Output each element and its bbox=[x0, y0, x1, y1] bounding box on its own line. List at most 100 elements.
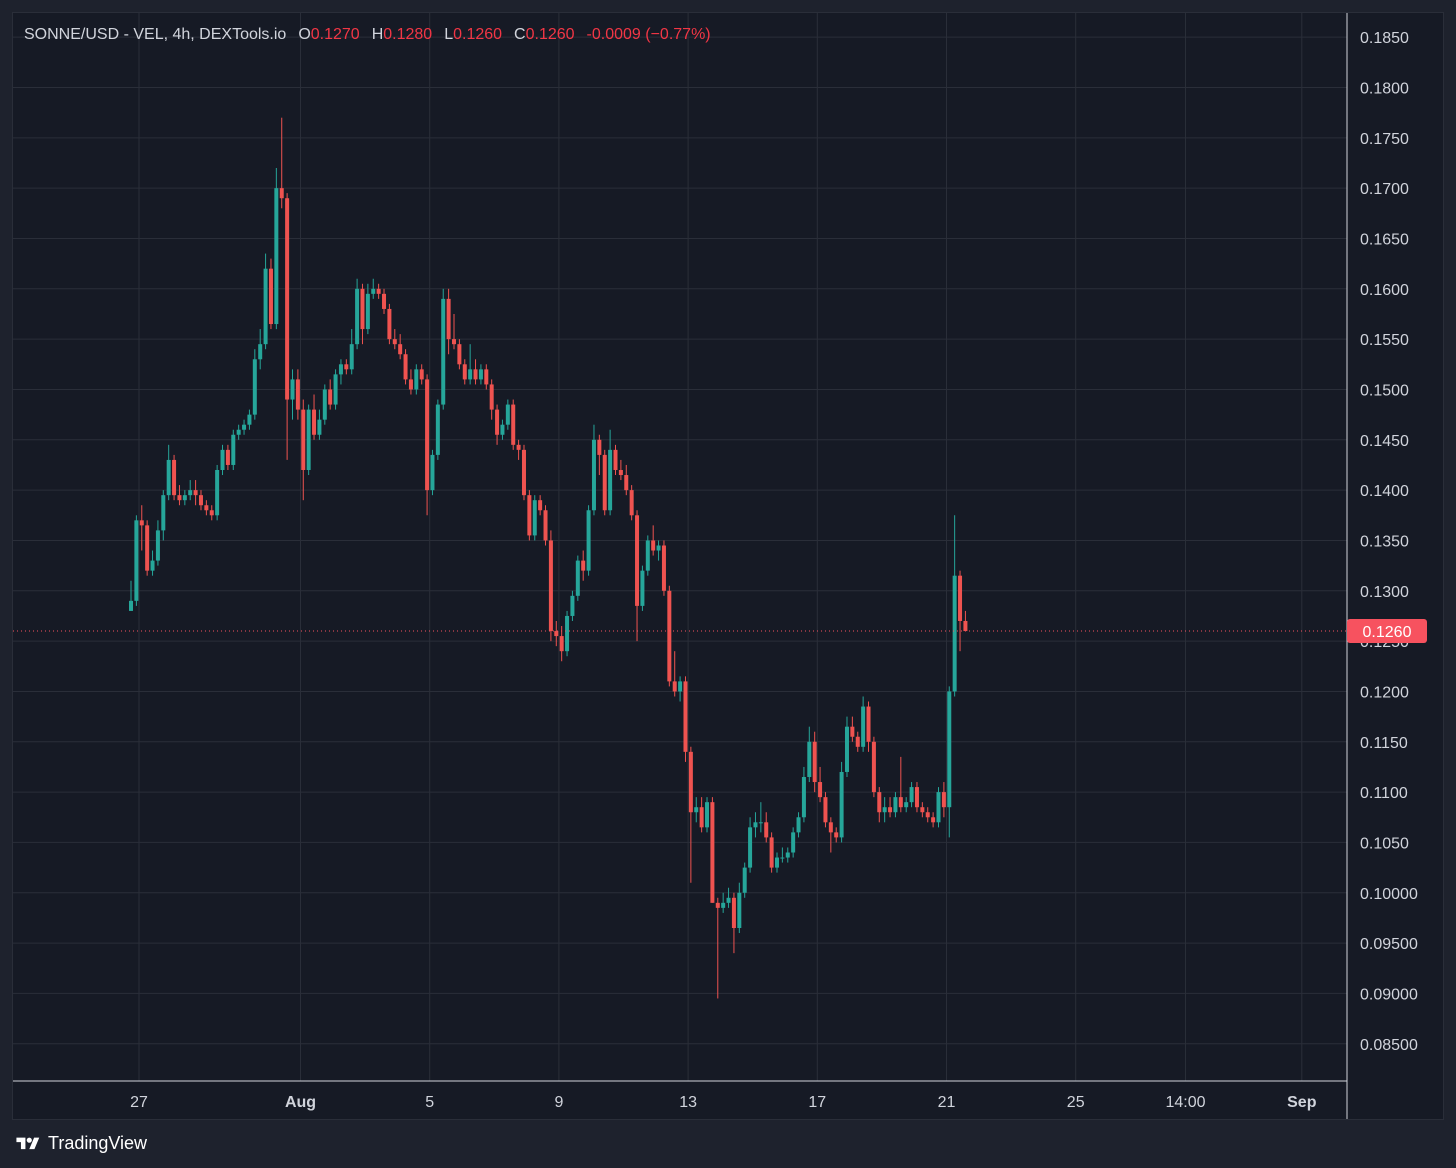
candle-body bbox=[775, 857, 779, 868]
candle-body bbox=[618, 469, 623, 476]
candle-body bbox=[597, 439, 602, 455]
candle-body bbox=[667, 590, 672, 682]
candle-body bbox=[543, 510, 548, 541]
candle-body bbox=[608, 449, 613, 511]
candle-body bbox=[731, 897, 736, 928]
candle-body bbox=[866, 706, 871, 742]
legend-high-label: H bbox=[371, 26, 384, 43]
candle-body bbox=[624, 475, 629, 491]
candle-body bbox=[871, 741, 876, 793]
tradingview-brand[interactable]: TradingView bbox=[14, 1133, 147, 1154]
legend-low-label: L bbox=[444, 26, 454, 43]
candle-body bbox=[365, 293, 370, 330]
legend-low: L0.1260 bbox=[444, 26, 502, 44]
candle-body bbox=[742, 867, 747, 893]
candle-body bbox=[699, 807, 704, 828]
legend-high-value: 0.1280 bbox=[383, 26, 433, 43]
candle-body bbox=[753, 822, 758, 828]
candle-body bbox=[812, 741, 817, 783]
candle-body bbox=[511, 404, 516, 445]
brand-name: TradingView bbox=[48, 1133, 148, 1153]
candle-body bbox=[527, 495, 532, 536]
candle-body bbox=[855, 736, 860, 747]
candle-body bbox=[209, 510, 214, 516]
candle-body bbox=[274, 188, 279, 325]
legend-open: O0.1270 bbox=[298, 26, 359, 44]
candle-body bbox=[193, 490, 198, 496]
candle-body bbox=[360, 288, 365, 330]
candle-body bbox=[204, 505, 209, 511]
candle-body bbox=[478, 369, 483, 380]
candle-body bbox=[823, 797, 828, 823]
candle-body bbox=[834, 832, 839, 838]
x-tick-label: 13 bbox=[679, 1094, 697, 1111]
candle-body bbox=[468, 369, 473, 380]
candle-body bbox=[145, 525, 150, 571]
legend-close: C0.1260 bbox=[514, 26, 575, 44]
legend-change: -0.0009 (−0.77%) bbox=[586, 26, 711, 43]
candle-body bbox=[672, 681, 677, 692]
candle-body bbox=[688, 751, 693, 813]
candle-body bbox=[441, 298, 446, 405]
candle-body bbox=[737, 892, 742, 928]
candle-body bbox=[279, 188, 284, 199]
candle-body bbox=[640, 570, 645, 606]
candle-body bbox=[435, 404, 440, 455]
y-tick-label: 0.1050 bbox=[1360, 835, 1409, 852]
candle-body bbox=[462, 364, 467, 380]
candle-body bbox=[769, 837, 774, 868]
candle-body bbox=[877, 792, 882, 813]
candle-body bbox=[721, 902, 726, 908]
candle-body bbox=[495, 409, 500, 435]
y-tick-label: 0.08500 bbox=[1360, 1037, 1418, 1054]
y-tick-label: 0.1350 bbox=[1360, 533, 1409, 550]
candle-body bbox=[888, 807, 893, 813]
candle-body bbox=[382, 293, 387, 309]
x-tick-label: 27 bbox=[130, 1094, 148, 1111]
candle-body bbox=[188, 490, 193, 496]
candle-body bbox=[425, 379, 430, 491]
legend-high: H0.1280 bbox=[372, 26, 433, 44]
candle-body bbox=[548, 540, 553, 632]
candle-body bbox=[920, 807, 925, 813]
candle-body bbox=[317, 419, 322, 435]
y-tick-label: 0.1150 bbox=[1360, 735, 1408, 752]
candle-body bbox=[898, 797, 903, 808]
candle-body bbox=[559, 636, 564, 652]
candle-body bbox=[807, 741, 812, 778]
candle-body bbox=[958, 575, 963, 621]
candle-body bbox=[861, 706, 866, 747]
candle-body bbox=[452, 339, 456, 345]
x-tick-label: 14:00 bbox=[1165, 1094, 1205, 1111]
candle-body bbox=[570, 595, 575, 616]
y-tick-label: 0.1300 bbox=[1360, 584, 1409, 601]
price-chart[interactable]: 0.1850 0.1800 0.1750 0.1700 0.1650 0.1600 0.15… bbox=[13, 13, 1443, 1119]
y-tick-label: 0.1200 bbox=[1360, 684, 1409, 701]
legend-close-label: C bbox=[514, 26, 526, 43]
candle-body bbox=[635, 515, 640, 606]
tradingview-logo-icon bbox=[16, 1137, 40, 1149]
candle-body bbox=[392, 339, 397, 345]
candle-body bbox=[242, 424, 247, 430]
candle-body bbox=[904, 802, 909, 808]
candle-body bbox=[403, 354, 408, 380]
candle-body bbox=[398, 344, 403, 355]
candle-body bbox=[839, 771, 844, 838]
candle-body bbox=[909, 787, 914, 803]
legend-open-label: O bbox=[298, 26, 311, 43]
x-tick-label: 17 bbox=[808, 1094, 826, 1111]
candle-body bbox=[748, 827, 753, 868]
candle-body bbox=[532, 500, 537, 536]
candle-body bbox=[236, 429, 241, 435]
candle-body bbox=[796, 817, 801, 833]
y-tick-label: 0.1750 bbox=[1360, 131, 1409, 148]
candle-body bbox=[602, 454, 607, 511]
candle-body bbox=[268, 268, 273, 325]
x-tick-label: 9 bbox=[554, 1094, 563, 1111]
candle-body bbox=[301, 409, 306, 470]
candle-body bbox=[941, 792, 946, 808]
candle-body bbox=[231, 434, 236, 465]
candle-body bbox=[312, 409, 317, 435]
candle-body bbox=[473, 369, 478, 380]
candle-body bbox=[952, 575, 957, 692]
